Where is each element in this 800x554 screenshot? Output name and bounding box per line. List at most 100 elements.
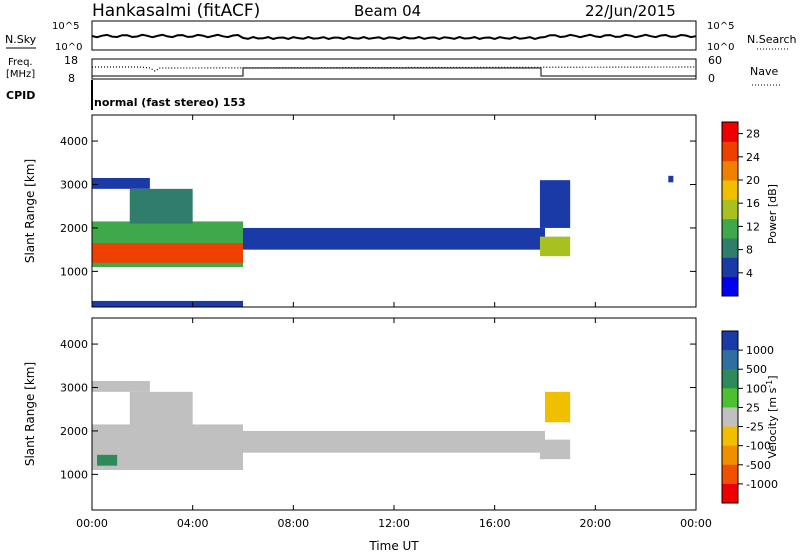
y-tick-label: 3000 [60,382,88,395]
freq-label-line1: Freq. [8,57,33,68]
date-title: 22/Jun/2015 [585,2,676,20]
velocity-colorbar-segment [722,331,738,351]
nave-tick-low: 0 [708,72,715,85]
power-colorbar-segment [722,257,738,278]
y-tick-label: 3000 [60,179,88,192]
velocity-y-ticks: 1000 2000 3000 4000 [60,338,696,481]
nsky-tick-low: 10^0 [55,42,82,53]
nsky-tick-high: 10^5 [52,21,79,32]
x-tick-label: 08:00 [277,517,309,530]
velocity-colorbar-ticks: 1000 500 100 25 -25 -100 -500 -1000 [738,344,778,491]
cpid-label: CPID [6,89,35,102]
power-colorbar-segment [722,122,738,142]
velocity-colorbar-segment [722,464,738,485]
power-colorbar-segment [722,218,738,239]
heatmap-region-0-4 [129,188,193,224]
power-colorbar-tick-label: 28 [746,128,760,141]
time-axis-label: Time UT [368,539,419,553]
power-colorbar-tick-label: 16 [746,197,760,210]
nsearch-tick-low: 10^0 [707,42,734,53]
x-tick-label: 04:00 [177,517,209,530]
freq-series [92,67,696,77]
beam-title: Beam 04 [354,2,421,20]
velocity-colorbar-tick-label: -1000 [746,478,778,491]
x-tick-label: 12:00 [378,517,410,530]
velocity-colorbar-segment [722,369,738,389]
heatmap-region-1-3 [129,391,193,427]
station-title: Hankasalmi (fitACF) [92,1,260,21]
velocity-colorbar-segment [722,426,738,447]
nsky-series [91,33,697,41]
power-colorbar [722,122,738,297]
heatmap-region-0-5 [243,227,545,250]
power-colorbar-segment [722,160,738,181]
velocity-colorbar-segment [722,407,738,428]
velocity-colorbar [722,331,738,504]
velocity-colorbar-segment [722,350,738,370]
velocity-colorbar-tick-label: 1000 [746,344,774,357]
nave-series [92,66,697,72]
power-heatmap-cells [92,175,674,307]
power-colorbar-frame [721,121,739,297]
velocity-colorbar-tick-label: -25 [746,421,764,434]
velocity-heatmap-cells [92,380,571,471]
heatmap-region-0-8 [668,175,674,183]
power-y-axis-label: Slant Range [km] [23,159,37,263]
velocity-colorbar-tick-label: 500 [746,363,767,376]
freq-tick-low: 8 [68,72,75,85]
nave-label: Nave [750,65,778,78]
heatmap-region-0-6 [539,236,571,257]
power-colorbar-tick-label: 24 [746,151,760,164]
velocity-y-axis-label: Slant Range [km] [23,362,37,466]
heatmap-region-1-2 [92,380,150,392]
nsearch-label: N.Search [747,33,797,46]
y-tick-label: 2000 [60,222,88,235]
power-colorbar-tick-label: 20 [746,174,760,187]
power-colorbar-label: Power [dB] [766,184,779,244]
x-tick-label: 00:00 [680,517,712,530]
velocity-colorbar-label: Velocity [m s-1] [765,375,780,458]
heatmap-region-0-7 [539,180,571,228]
power-colorbar-segment [722,180,738,200]
velocity-colorbar-segment [722,445,738,466]
heatmap-region-0-0 [92,177,150,189]
freq-panel [91,58,697,80]
x-tick-label: 20:00 [579,517,611,530]
velocity-colorbar-tick-label: -100 [746,440,771,453]
velocity-x-ticks: 00:00 04:00 08:00 12:00 16:00 20:00 00:00 [76,318,712,530]
power-colorbar-segment [722,276,738,297]
velocity-colorbar-tick-label: 25 [746,401,760,414]
velocity-colorbar-tick-label: 100 [746,382,767,395]
cpid-program: normal (fast stereo) 153 [94,96,246,109]
velocity-colorbar-tick-label: -500 [746,459,771,472]
power-colorbar-tick-label: 12 [746,220,760,233]
y-tick-label: 1000 [60,468,88,481]
nsearch-tick-high: 10^5 [707,21,734,32]
velocity-colorbar-segment [722,483,738,504]
x-tick-label: 16:00 [479,517,511,530]
nsky-label: N.Sky [5,33,37,46]
freq-label-line2: [MHz] [6,69,35,80]
heatmap-region-0-1 [92,300,243,307]
power-colorbar-tick-label: 4 [746,267,753,280]
velocity-colorbar-segment [722,388,738,408]
heatmap-region-1-6 [545,391,571,423]
heatmap-region-1-1 [97,454,118,466]
x-tick-label: 00:00 [76,517,108,530]
nsky-panel [91,20,697,51]
heatmap-region-1-5 [539,439,571,460]
y-tick-label: 1000 [60,265,88,278]
freq-tick-high: 18 [64,54,78,67]
power-colorbar-tick-label: 8 [746,244,753,257]
power-x-ticks [91,115,697,307]
power-colorbar-ticks: 4 8 12 16 20 24 28 [738,128,760,280]
power-colorbar-segment [722,199,738,220]
y-tick-label: 4000 [60,135,88,148]
y-tick-label: 2000 [60,425,88,438]
power-colorbar-segment [722,141,738,162]
heatmap-region-1-4 [243,430,545,453]
power-y-ticks: 1000 2000 3000 4000 [60,135,696,278]
nave-tick-high: 60 [708,54,722,67]
heatmap-region-0-3 [92,243,243,263]
